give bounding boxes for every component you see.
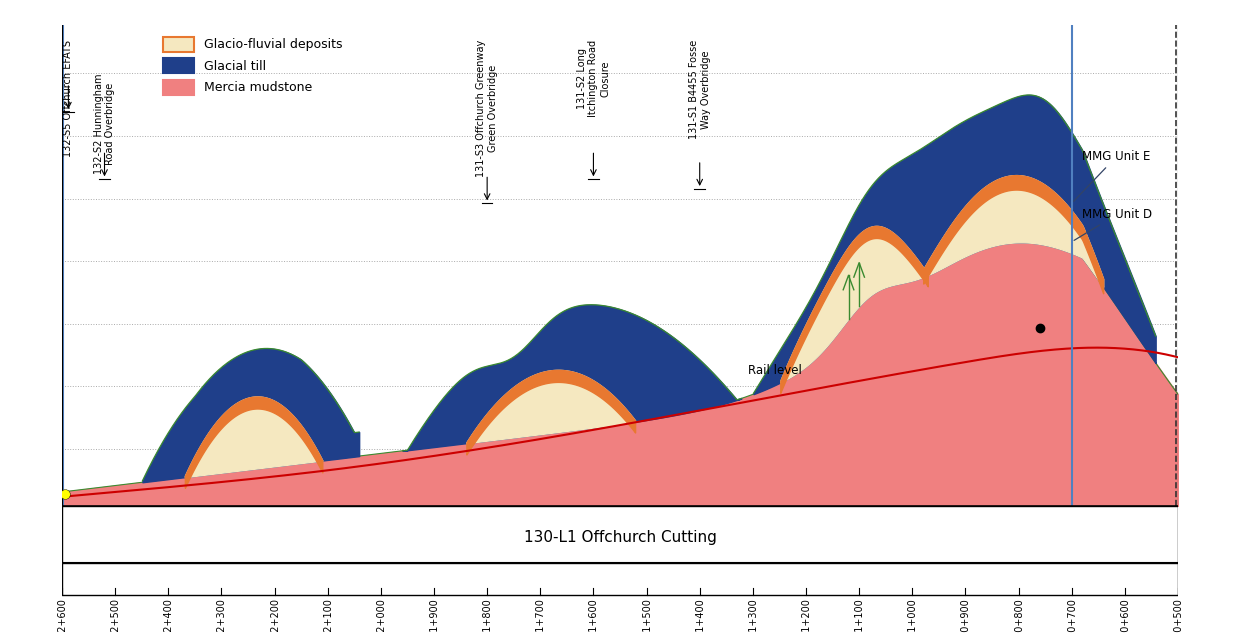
Text: 130+800: 130+800: [1013, 597, 1023, 633]
Text: 130+600: 130+600: [1120, 597, 1130, 633]
Text: Rail level: Rail level: [748, 364, 801, 377]
Bar: [62, 563, 1178, 595]
Text: 130-L1 Offchurch Cutting: 130-L1 Offchurch Cutting: [523, 530, 717, 545]
Text: 131+600: 131+600: [589, 597, 599, 633]
Text: 132+400: 132+400: [164, 597, 174, 633]
Text: 131-S1 B4455 Fosse
Way Overbridge: 131-S1 B4455 Fosse Way Overbridge: [689, 40, 711, 139]
Text: 132+300: 132+300: [217, 597, 227, 633]
Text: 131+200: 131+200: [801, 597, 811, 633]
Text: 132+200: 132+200: [269, 597, 279, 633]
Text: 131+900: 131+900: [429, 597, 439, 633]
Text: 132+100: 132+100: [322, 597, 332, 633]
Text: MMG Unit E: MMG Unit E: [1074, 150, 1151, 201]
Text: 131-S2 Long
Itchington Road
Closure: 131-S2 Long Itchington Road Closure: [577, 40, 610, 117]
Text: 131+300: 131+300: [748, 597, 758, 633]
Text: 131+000: 131+000: [908, 597, 918, 633]
Text: 131-S3 Offchurch Greenway
Green Overbridge: 131-S3 Offchurch Greenway Green Overbrid…: [476, 40, 498, 177]
Text: 132+000: 132+000: [376, 597, 386, 633]
Text: 131+400: 131+400: [694, 597, 704, 633]
Text: 132+600: 132+600: [57, 597, 67, 633]
Text: 132-S2 Hunningham
Road Overbridge: 132-S2 Hunningham Road Overbridge: [94, 73, 115, 174]
Text: 132+500: 132+500: [110, 597, 120, 633]
Text: 131+700: 131+700: [536, 597, 546, 633]
Legend: Glacio-fluvial deposits, Glacial till, Mercia mudstone: Glacio-fluvial deposits, Glacial till, M…: [157, 32, 347, 100]
Text: MMG Unit D: MMG Unit D: [1074, 208, 1152, 241]
Text: 131+100: 131+100: [854, 597, 864, 633]
Text: 131+500: 131+500: [641, 597, 651, 633]
Text: 132-S5 Offchurch EFATS: 132-S5 Offchurch EFATS: [63, 40, 73, 157]
Text: 130+900: 130+900: [961, 597, 971, 633]
Text: 130+500: 130+500: [1173, 597, 1183, 633]
Text: 131+800: 131+800: [482, 597, 492, 633]
Text: 130+700: 130+700: [1066, 597, 1076, 633]
